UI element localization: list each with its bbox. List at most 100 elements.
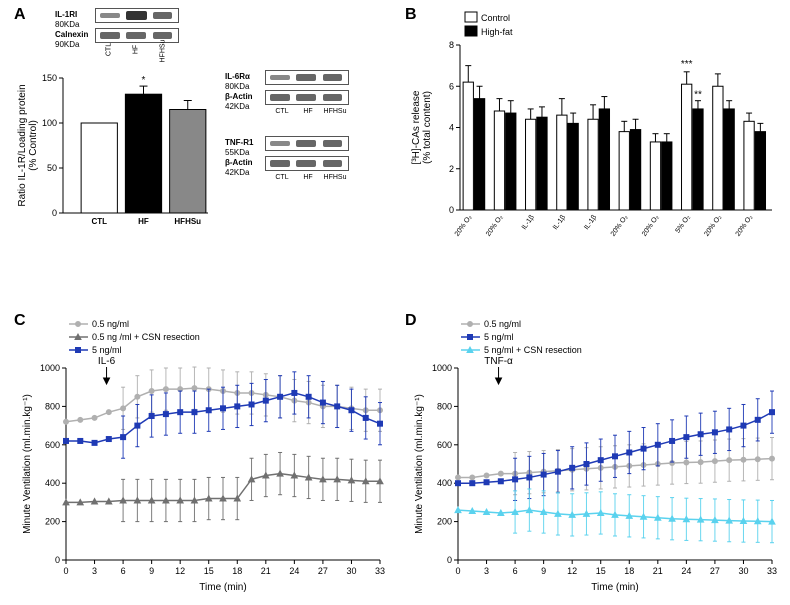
protein-name: β-Actin bbox=[225, 92, 253, 102]
svg-text:400: 400 bbox=[45, 478, 60, 488]
svg-text:18: 18 bbox=[232, 566, 242, 576]
svg-text:Minute Ventilation (ml.min.kg⁻: Minute Ventilation (ml.min.kg⁻¹) bbox=[414, 394, 425, 534]
panel-label-a: A bbox=[14, 6, 26, 24]
svg-text:0: 0 bbox=[55, 555, 60, 565]
svg-text:Time (min): Time (min) bbox=[591, 582, 638, 593]
svg-text:*: * bbox=[142, 75, 146, 86]
lane-label: CTL bbox=[272, 174, 292, 181]
svg-text:9: 9 bbox=[541, 566, 546, 576]
svg-text:27: 27 bbox=[710, 566, 720, 576]
svg-text:0.5 ng/ml: 0.5 ng/ml bbox=[92, 319, 129, 329]
svg-text:***: *** bbox=[681, 59, 693, 70]
svg-text:IL-6: IL-6 bbox=[98, 356, 116, 367]
svg-text:150: 150 bbox=[42, 73, 57, 83]
protein-name: Calnexin bbox=[55, 30, 88, 40]
lane-label: HFHSu bbox=[320, 174, 350, 181]
lane-label: CTL bbox=[106, 39, 113, 61]
svg-text:600: 600 bbox=[437, 440, 452, 450]
svg-text:4: 4 bbox=[449, 123, 454, 133]
svg-text:5 ng/ml + CSN resection: 5 ng/ml + CSN resection bbox=[484, 345, 582, 355]
svg-text:High-fat: High-fat bbox=[481, 27, 513, 37]
svg-text:100: 100 bbox=[42, 118, 57, 128]
svg-text:Minute Ventilation (ml.min.kg⁻: Minute Ventilation (ml.min.kg⁻¹) bbox=[22, 394, 33, 534]
svg-text:0.5 ng/ml: 0.5 ng/ml bbox=[484, 319, 521, 329]
svg-text:33: 33 bbox=[767, 566, 777, 576]
lane-label: HFHSu bbox=[320, 108, 350, 115]
protein-name: β-Actin bbox=[225, 158, 253, 168]
svg-text:20% O₂: 20% O₂ bbox=[641, 214, 661, 238]
svg-text:6: 6 bbox=[121, 566, 126, 576]
lane-label: HFHSu bbox=[160, 41, 167, 63]
svg-text:33: 33 bbox=[375, 566, 385, 576]
svg-text:0: 0 bbox=[63, 566, 68, 576]
svg-text:200: 200 bbox=[437, 517, 452, 527]
svg-text:12: 12 bbox=[175, 566, 185, 576]
chart-a-bars: 0 50 100 150Ratio IL-1R/Loading protein(% C… bbox=[18, 68, 218, 243]
svg-text:15: 15 bbox=[596, 566, 606, 576]
svg-text:20% O₂: 20% O₂ bbox=[735, 214, 755, 238]
blot-label-calnexin: Calnexin 90KDa bbox=[55, 30, 88, 49]
svg-text:0: 0 bbox=[455, 566, 460, 576]
svg-text:20% O₂: 20% O₂ bbox=[703, 214, 723, 238]
chart-b-bars: Control High-fat 0 2 4 6 8 [³H]-CAs release(% t… bbox=[410, 10, 780, 265]
svg-text:9: 9 bbox=[149, 566, 154, 576]
svg-text:0.5 ng /ml + CSN resection: 0.5 ng /ml + CSN resection bbox=[92, 332, 200, 342]
svg-text:12: 12 bbox=[567, 566, 577, 576]
svg-text:800: 800 bbox=[437, 401, 452, 411]
svg-text:21: 21 bbox=[653, 566, 663, 576]
svg-text:1000: 1000 bbox=[432, 363, 452, 373]
protein-size: 90KDa bbox=[55, 40, 88, 50]
svg-text:24: 24 bbox=[289, 566, 299, 576]
protein-size: 80KDa bbox=[55, 20, 79, 30]
svg-text:3: 3 bbox=[92, 566, 97, 576]
svg-text:600: 600 bbox=[45, 440, 60, 450]
svg-text:30: 30 bbox=[346, 566, 356, 576]
svg-text:6: 6 bbox=[513, 566, 518, 576]
protein-size: 80KDa bbox=[225, 82, 250, 92]
blot-il1ri bbox=[95, 8, 179, 23]
svg-text:20% O₂: 20% O₂ bbox=[454, 214, 474, 238]
svg-text:HF: HF bbox=[138, 217, 149, 226]
svg-text:50: 50 bbox=[47, 163, 57, 173]
svg-text:**: ** bbox=[694, 90, 702, 101]
chart-d-line: 0.5 ng/ml 5 ng/ml 5 ng/ml + CSN resection 0… bbox=[410, 318, 780, 598]
svg-text:5 ng/ml: 5 ng/ml bbox=[484, 332, 514, 342]
svg-text:8: 8 bbox=[449, 40, 454, 50]
svg-text:5 ng/ml: 5 ng/ml bbox=[92, 345, 122, 355]
svg-text:0: 0 bbox=[52, 208, 57, 218]
blot-label-bactin1: β-Actin 42KDa bbox=[225, 92, 253, 111]
svg-text:IL-1β: IL-1β bbox=[521, 214, 536, 231]
svg-text:6: 6 bbox=[449, 81, 454, 91]
figure-container: A B C D IL-1RI 80KDa Calnexin 90KDa CTL … bbox=[0, 0, 790, 605]
protein-name: IL-1RI bbox=[55, 10, 79, 20]
svg-text:TNF-α: TNF-α bbox=[484, 356, 513, 367]
blot-label-il1ri: IL-1RI 80KDa bbox=[55, 10, 79, 29]
protein-name: IL-6Rα bbox=[225, 72, 250, 82]
svg-text:CTL: CTL bbox=[91, 217, 107, 226]
svg-text:3: 3 bbox=[484, 566, 489, 576]
svg-text:27: 27 bbox=[318, 566, 328, 576]
svg-text:1000: 1000 bbox=[40, 363, 60, 373]
protein-name: TNF-R1 bbox=[225, 138, 253, 148]
lane-label: HF bbox=[298, 174, 318, 181]
svg-text:2: 2 bbox=[449, 164, 454, 174]
svg-text:[³H]-CAs release(% total conte: [³H]-CAs release(% total content) bbox=[411, 90, 433, 164]
svg-text:400: 400 bbox=[437, 478, 452, 488]
blot-tnfr1 bbox=[265, 136, 349, 151]
blot-label-bactin2: β-Actin 42KDa bbox=[225, 158, 253, 177]
blot-bactin1 bbox=[265, 90, 349, 105]
blot-label-tnfr1: TNF-R1 55KDa bbox=[225, 138, 253, 157]
svg-text:0: 0 bbox=[449, 205, 454, 215]
svg-text:Control: Control bbox=[481, 13, 510, 23]
svg-text:20% O₂: 20% O₂ bbox=[610, 214, 630, 238]
svg-text:21: 21 bbox=[261, 566, 271, 576]
svg-text:20% O₂: 20% O₂ bbox=[485, 214, 505, 238]
lane-label: HF bbox=[133, 39, 140, 61]
svg-text:15: 15 bbox=[204, 566, 214, 576]
protein-size: 42KDa bbox=[225, 168, 253, 178]
svg-text:Ratio IL-1R/Loading protein(%: Ratio IL-1R/Loading protein(% Control) bbox=[17, 84, 39, 206]
svg-text:24: 24 bbox=[681, 566, 691, 576]
svg-text:30: 30 bbox=[738, 566, 748, 576]
lane-label: CTL bbox=[272, 108, 292, 115]
svg-text:800: 800 bbox=[45, 401, 60, 411]
